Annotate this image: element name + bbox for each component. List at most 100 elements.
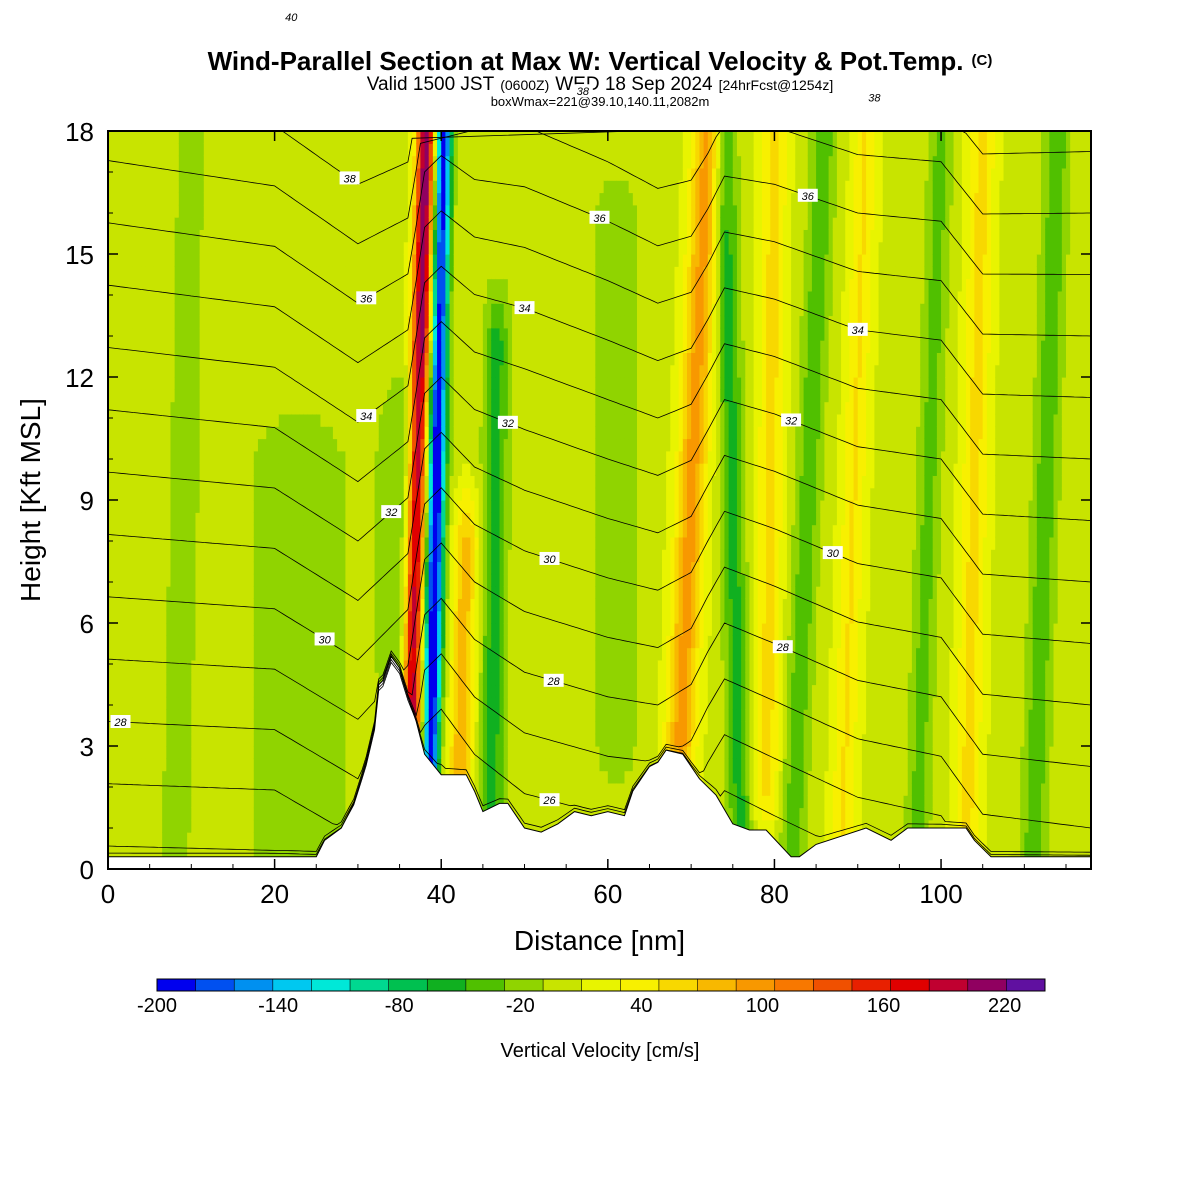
w-cell	[249, 290, 255, 304]
w-cell	[357, 352, 363, 366]
w-cell	[345, 746, 351, 759]
w-cell	[366, 217, 372, 230]
w-cell	[207, 733, 213, 747]
w-cell	[416, 364, 421, 378]
w-cell	[278, 131, 284, 144]
w-cell	[178, 450, 184, 464]
w-cell	[312, 241, 317, 255]
w-cell	[191, 426, 197, 440]
w-cell	[387, 647, 392, 661]
w-cell	[299, 352, 305, 366]
w-cell	[320, 327, 326, 341]
w-cell	[207, 586, 213, 599]
w-cell	[332, 586, 338, 599]
w-cell	[257, 254, 263, 267]
w-cell	[262, 475, 267, 489]
w-cell	[157, 401, 163, 415]
w-cell	[137, 647, 142, 661]
w-cell	[249, 278, 255, 292]
w-cell	[332, 167, 338, 181]
w-cell	[362, 167, 367, 181]
w-cell	[312, 610, 317, 624]
w-cell	[241, 512, 247, 526]
w-cell	[432, 684, 438, 698]
w-cell	[274, 340, 280, 353]
w-cell	[216, 278, 222, 292]
w-cell	[282, 131, 288, 144]
w-cell	[391, 278, 397, 292]
w-cell	[116, 647, 122, 661]
w-cell	[249, 180, 255, 194]
w-cell	[270, 315, 276, 329]
w-cell	[332, 413, 338, 427]
w-cell	[166, 684, 172, 698]
w-cell	[307, 463, 313, 476]
w-cell	[316, 155, 322, 169]
w-cell	[403, 377, 409, 390]
w-cell	[128, 204, 134, 218]
w-cell	[199, 795, 205, 809]
w-cell	[253, 549, 259, 563]
w-cell	[412, 524, 417, 538]
w-cell	[191, 315, 197, 329]
w-cell	[153, 795, 159, 809]
w-cell	[287, 438, 292, 452]
w-cell	[353, 770, 359, 784]
w-cell	[162, 746, 167, 759]
w-cell	[128, 401, 134, 415]
w-cell	[137, 450, 142, 464]
w-cell	[137, 364, 142, 378]
w-cell	[416, 241, 421, 255]
w-cell	[124, 315, 130, 329]
w-cell	[178, 770, 184, 784]
w-cell	[162, 659, 167, 673]
w-cell	[399, 524, 405, 538]
w-cell	[228, 733, 234, 747]
w-cell	[291, 155, 297, 169]
w-cell	[212, 709, 217, 722]
w-cell	[270, 819, 276, 833]
w-cell	[349, 758, 355, 772]
w-cell	[328, 512, 334, 526]
w-cell	[174, 192, 180, 206]
w-cell	[357, 303, 363, 317]
w-cell	[266, 807, 272, 821]
w-cell	[403, 327, 409, 341]
w-cell	[220, 758, 226, 772]
w-cell	[178, 746, 184, 759]
w-cell	[137, 327, 142, 341]
w-cell	[174, 413, 180, 427]
w-cell	[237, 635, 242, 649]
w-cell	[262, 807, 267, 821]
w-cell	[212, 290, 217, 304]
w-cell	[162, 413, 167, 427]
w-cell	[149, 746, 155, 759]
w-cell	[287, 389, 292, 403]
w-cell	[191, 180, 197, 194]
w-cell	[224, 684, 230, 698]
w-cell	[187, 192, 192, 206]
w-cell	[270, 364, 276, 378]
w-cell	[341, 709, 347, 722]
w-cell	[399, 635, 405, 649]
w-cell	[241, 204, 247, 218]
w-cell	[387, 549, 392, 563]
w-cell	[399, 573, 405, 587]
w-cell	[120, 426, 126, 440]
w-cell	[203, 315, 209, 329]
w-cell	[203, 782, 209, 796]
w-cell	[137, 204, 142, 218]
w-cell	[245, 696, 251, 710]
w-cell	[170, 303, 176, 317]
w-cell	[224, 463, 230, 476]
w-cell	[241, 229, 247, 243]
w-cell	[162, 549, 167, 563]
w-cell	[332, 795, 338, 809]
w-cell	[345, 487, 351, 501]
w-cell	[416, 623, 421, 636]
w-cell	[212, 217, 217, 230]
w-cell	[220, 377, 226, 390]
w-cell	[170, 340, 176, 353]
w-cell	[191, 290, 197, 304]
w-cell	[266, 512, 272, 526]
